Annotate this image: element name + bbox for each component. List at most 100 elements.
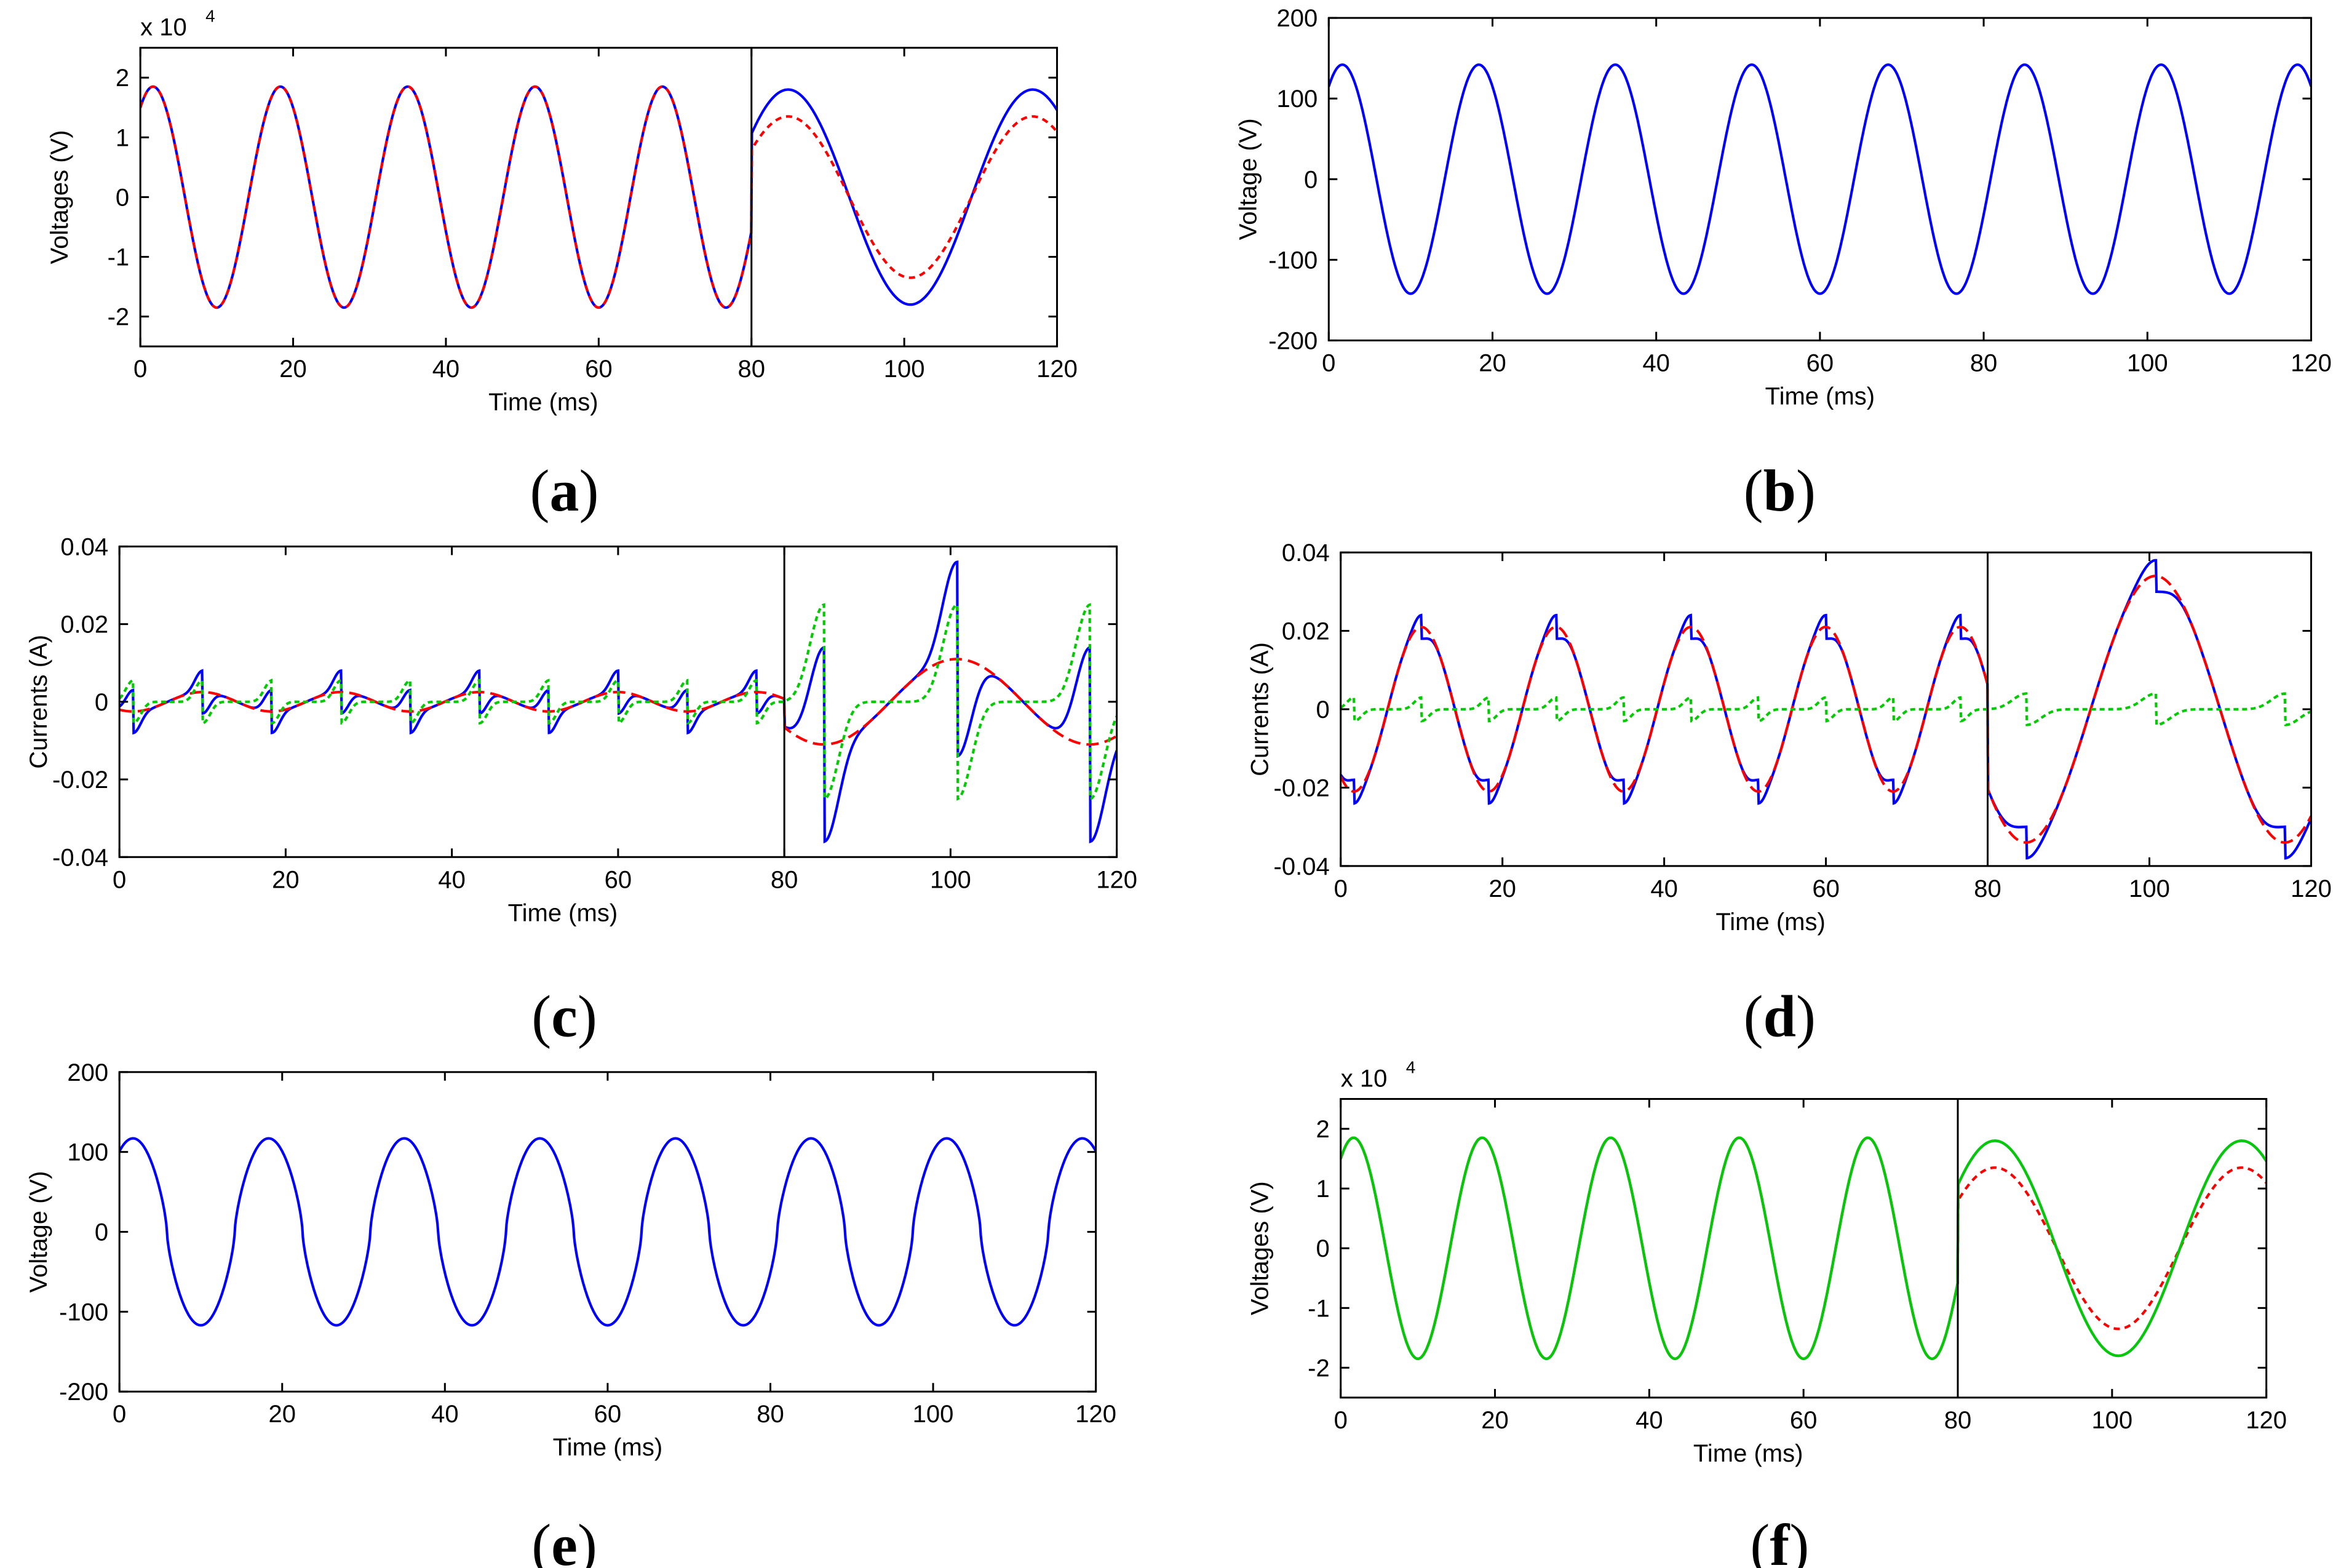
x-tick-label: 40 bbox=[1642, 349, 1670, 376]
plot-area-e bbox=[119, 1137, 1096, 1327]
panel-caption-c: (c) bbox=[531, 984, 597, 1049]
y-tick-label: -1 bbox=[108, 244, 130, 271]
x-tick-label: 120 bbox=[2246, 1407, 2287, 1434]
series-red-capacitive bbox=[1340, 575, 2311, 844]
y-tick-label: 0.04 bbox=[1282, 539, 1330, 567]
y-axis-label: Currents (A) bbox=[1247, 642, 1274, 776]
plot-area-d bbox=[1340, 559, 2311, 860]
x-tick-label: 100 bbox=[2129, 875, 2170, 902]
series-blue-solid bbox=[1329, 63, 2311, 295]
chart-a: 0 20 40 60 80 100 120 -2 -1 0 1 2 Time (ms) Voltages … bbox=[46, 7, 1078, 523]
x-tick-label: 0 bbox=[1334, 1407, 1348, 1434]
series-green-spike bbox=[1340, 692, 2311, 726]
x-tick-label: 0 bbox=[113, 1401, 126, 1428]
x-tick-label: 80 bbox=[757, 1401, 784, 1428]
y-tick-label: 200 bbox=[1277, 5, 1318, 32]
chart-e: 0 20 40 60 80 100 120 -200 -100 0 100 200 Time (ms) V… bbox=[25, 1059, 1116, 1568]
y-tick-label: 0 bbox=[116, 184, 129, 211]
y-tick-label: 0.02 bbox=[1282, 618, 1330, 645]
y-tick-label: 1 bbox=[1316, 1176, 1329, 1203]
series-red-dashed bbox=[140, 85, 1057, 309]
x-tick-label: 120 bbox=[2291, 349, 2332, 376]
x-tick-label: 40 bbox=[431, 1401, 459, 1428]
x-tick-label: 40 bbox=[1636, 1407, 1663, 1434]
x-tick-label: 100 bbox=[930, 866, 971, 893]
chart-b: 0 20 40 60 80 100 120 -200 -100 0 100 200 Time (ms) V… bbox=[1234, 5, 2332, 523]
x-tick-label: 100 bbox=[913, 1401, 954, 1428]
x-axis-label: Time (ms) bbox=[508, 899, 618, 926]
y-exponent-label: x 10 bbox=[1341, 1065, 1388, 1092]
y-exponent-power: 4 bbox=[1406, 1057, 1416, 1077]
chart-d: 0 20 40 60 80 100 120 -0.04 -0.02 0 0.02 0.04 Time (… bbox=[1247, 539, 2332, 1049]
y-tick-label: 0 bbox=[1316, 696, 1329, 723]
x-tick-label: 60 bbox=[585, 356, 613, 383]
x-tick-label: 80 bbox=[737, 356, 765, 383]
y-axis-label: Voltages (V) bbox=[1247, 1181, 1274, 1315]
plot-area-c bbox=[119, 560, 1117, 844]
panel-caption-b: (b) bbox=[1744, 458, 1816, 523]
panel-caption-f: (f) bbox=[1750, 1512, 1809, 1568]
series-blue-total bbox=[1340, 559, 2311, 860]
x-tick-label: 100 bbox=[2127, 349, 2168, 376]
x-tick-label: 60 bbox=[1790, 1407, 1818, 1434]
y-tick-label: -200 bbox=[59, 1379, 108, 1406]
x-tick-label: 0 bbox=[133, 356, 147, 383]
series-red-dashed bbox=[1340, 1136, 2267, 1360]
y-tick-label: -0.04 bbox=[1274, 853, 1330, 880]
y-tick-label: -100 bbox=[59, 1299, 108, 1326]
x-axis-label: Time (ms) bbox=[488, 389, 598, 416]
y-axis-label: Voltage (V) bbox=[1234, 118, 1262, 240]
x-tick-label: 60 bbox=[1812, 875, 1840, 902]
x-tick-label: 0 bbox=[113, 866, 126, 893]
y-tick-label: 0 bbox=[1304, 166, 1318, 193]
y-exponent-power: 4 bbox=[205, 7, 215, 26]
axes-frame-e bbox=[118, 1071, 1097, 1393]
y-tick-label: -2 bbox=[1308, 1355, 1330, 1382]
x-tick-label: 100 bbox=[884, 356, 925, 383]
x-tick-label: 20 bbox=[1479, 349, 1506, 376]
x-tick-label: 80 bbox=[1974, 875, 2001, 902]
x-tick-label: 80 bbox=[1944, 1407, 1972, 1434]
plot-area-b bbox=[1329, 63, 2311, 295]
y-axis-label: Currents (A) bbox=[25, 635, 52, 769]
x-tick-label: 60 bbox=[1806, 349, 1834, 376]
panel-caption-e: (e) bbox=[531, 1512, 597, 1568]
y-tick-label: -2 bbox=[108, 304, 130, 331]
y-tick-label: 0.04 bbox=[60, 533, 108, 560]
x-axis-label: Time (ms) bbox=[1715, 909, 1825, 936]
x-tick-label: 60 bbox=[605, 866, 632, 893]
x-tick-label: 40 bbox=[432, 356, 460, 383]
x-axis-label: Time (ms) bbox=[1693, 1440, 1803, 1467]
y-tick-label: -200 bbox=[1268, 327, 1318, 354]
plot-area-a bbox=[140, 85, 1057, 309]
panel-caption-a: (a) bbox=[530, 458, 599, 523]
x-tick-label: 40 bbox=[438, 866, 466, 893]
series-blue-total bbox=[119, 560, 1117, 844]
x-tick-label: 60 bbox=[594, 1401, 622, 1428]
x-tick-label: 20 bbox=[1488, 875, 1516, 902]
x-tick-label: 20 bbox=[269, 1401, 296, 1428]
y-axis-label: Voltages (V) bbox=[46, 130, 73, 264]
y-tick-label: 0 bbox=[95, 689, 108, 716]
y-tick-label: 100 bbox=[1277, 86, 1318, 113]
x-tick-label: 80 bbox=[1970, 349, 1998, 376]
plot-area-f bbox=[1340, 1136, 2267, 1360]
chart-c: 0 20 40 60 80 100 120 -0.04 -0.02 0 0.02 0.04 Time (… bbox=[25, 533, 1137, 1049]
y-axis-label: Voltage (V) bbox=[25, 1171, 52, 1293]
x-tick-label: 20 bbox=[272, 866, 300, 893]
x-tick-label: 120 bbox=[1036, 356, 1078, 383]
y-tick-label: 0.02 bbox=[60, 611, 108, 639]
y-tick-label: 1 bbox=[116, 124, 129, 151]
panel-caption-d: (d) bbox=[1744, 984, 1816, 1049]
x-tick-label: 0 bbox=[1334, 875, 1348, 902]
series-green-solid bbox=[1340, 1136, 2267, 1360]
chart-f: 0 20 40 60 80 100 120 -2 -1 0 1 2 Time (ms) Voltages … bbox=[1247, 1057, 2287, 1568]
y-tick-label: 100 bbox=[67, 1139, 108, 1166]
y-tick-label: 0 bbox=[1316, 1235, 1329, 1262]
x-tick-label: 120 bbox=[1075, 1401, 1116, 1428]
x-tick-label: 0 bbox=[1322, 349, 1335, 376]
y-tick-label: -0.02 bbox=[1274, 774, 1330, 802]
y-tick-label: -0.04 bbox=[52, 844, 108, 871]
x-axis-label: Time (ms) bbox=[1765, 383, 1875, 410]
